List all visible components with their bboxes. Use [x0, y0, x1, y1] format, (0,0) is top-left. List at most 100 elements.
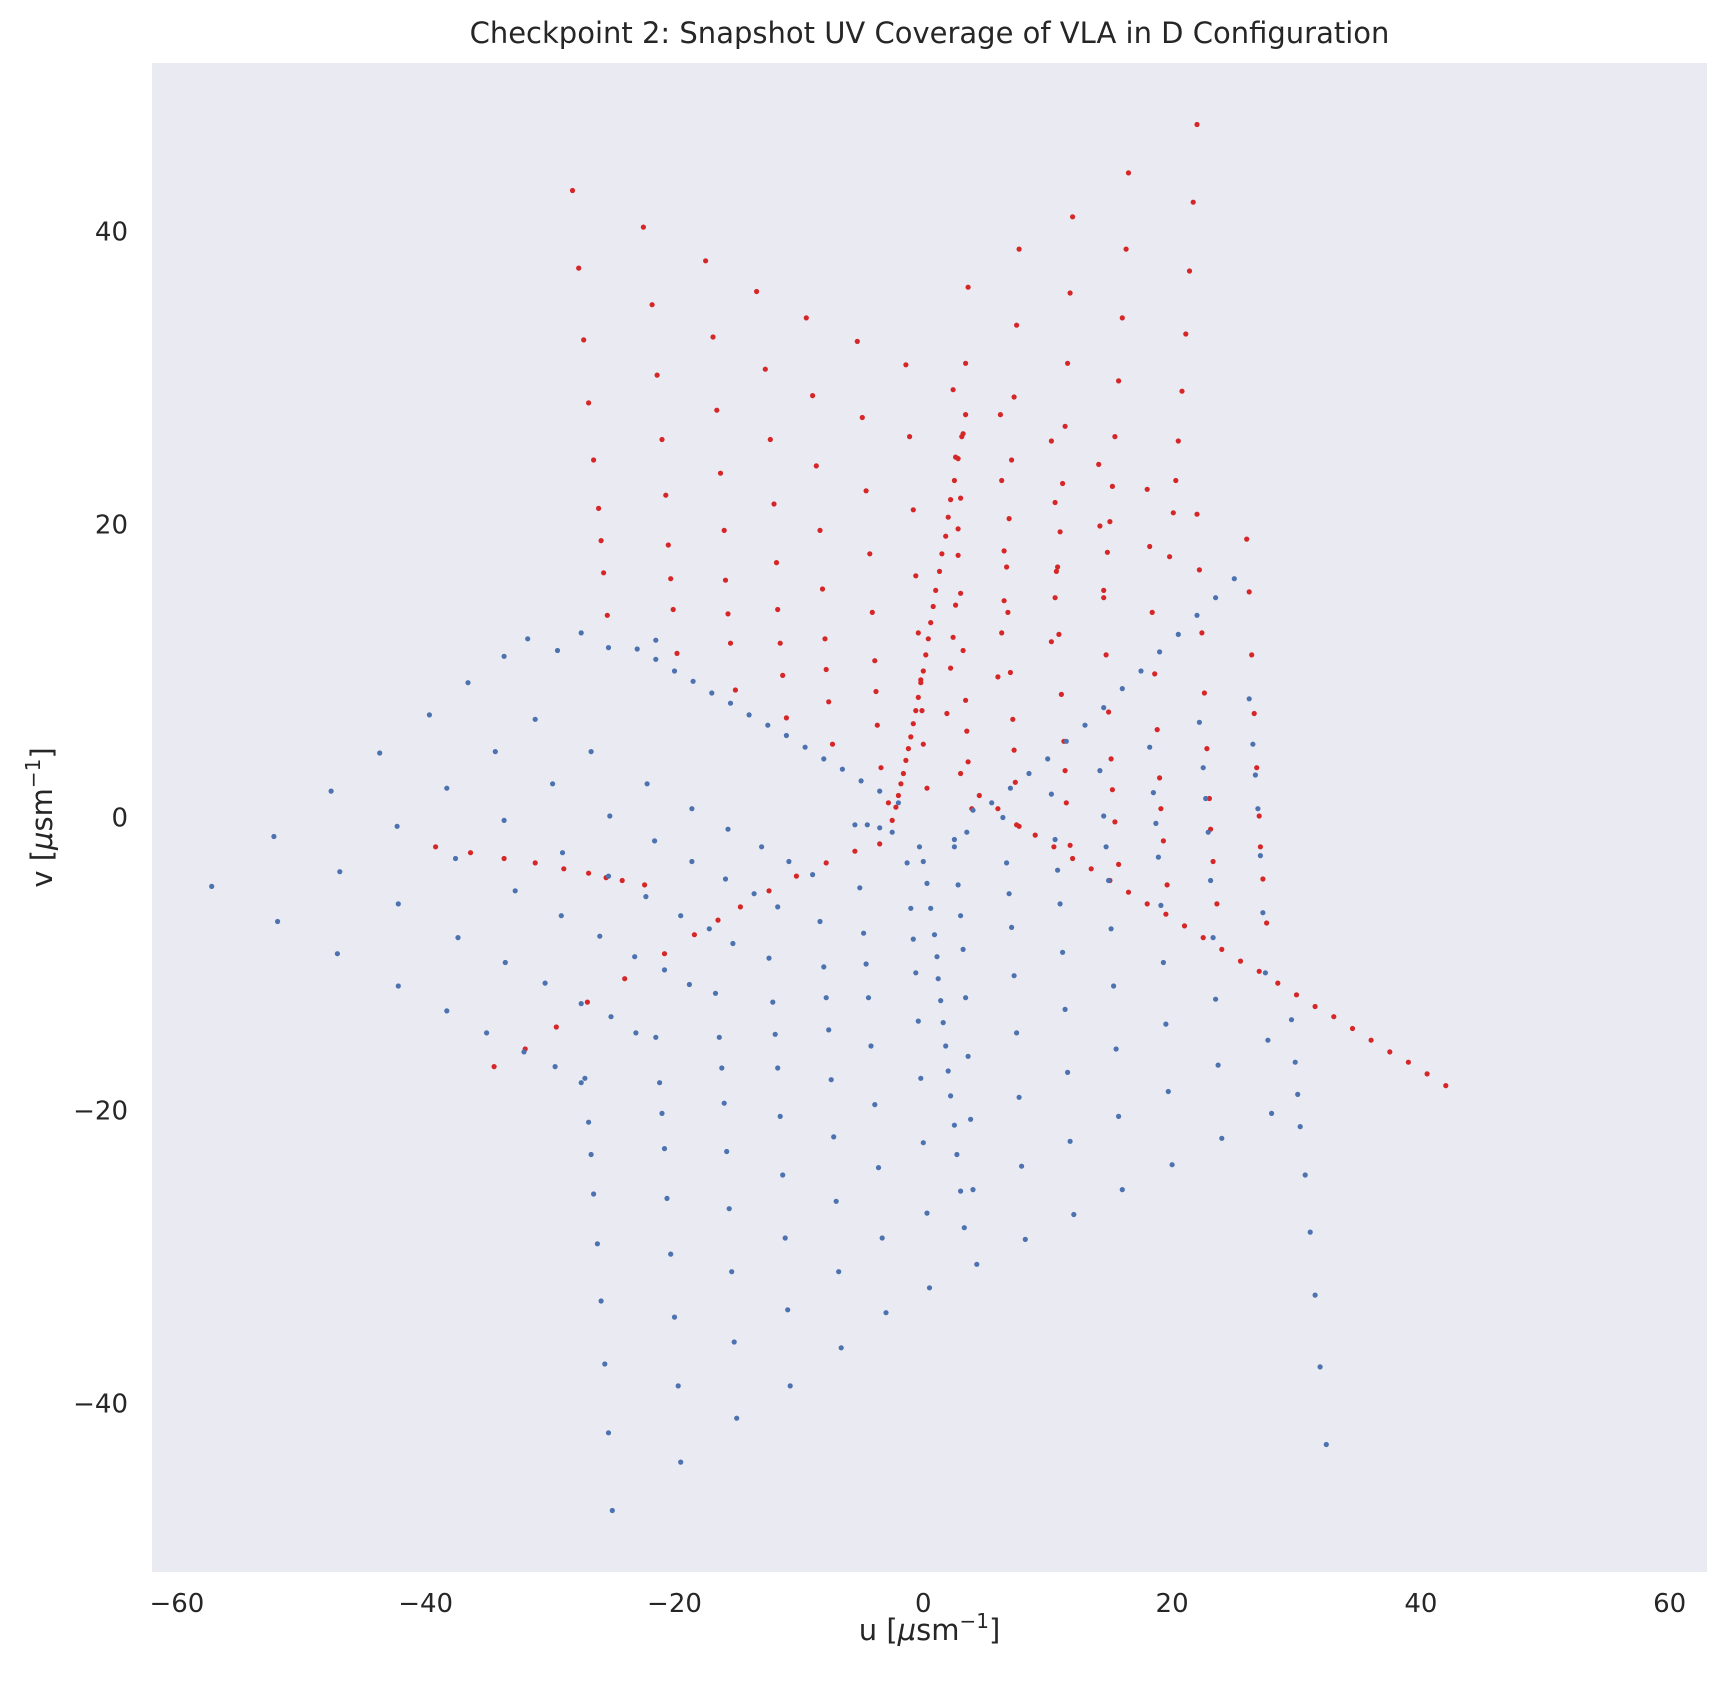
- scatter-point: [867, 551, 873, 557]
- scatter-point: [777, 640, 783, 646]
- scatter-point: [945, 1068, 951, 1074]
- scatter-point: [1244, 536, 1250, 542]
- scatter-point: [1292, 1059, 1298, 1065]
- scatter-point: [1210, 858, 1216, 865]
- scatter-point: [561, 866, 567, 872]
- scatter-point: [1004, 564, 1010, 570]
- scatter-point: [877, 788, 883, 794]
- scatter-point: [1204, 746, 1210, 752]
- scatter-point: [1000, 814, 1006, 821]
- scatter-point: [931, 932, 938, 938]
- scatter-point: [578, 1001, 584, 1007]
- scatter-point: [643, 894, 649, 900]
- scatter-point: [1014, 1030, 1020, 1036]
- scatter-point: [502, 959, 508, 966]
- scatter-point: [958, 495, 964, 501]
- scatter-point: [1164, 882, 1170, 888]
- scatter-point: [1101, 587, 1107, 594]
- scatter-point: [1058, 691, 1064, 698]
- scatter-point: [1111, 983, 1117, 989]
- scatter-point: [1368, 1037, 1374, 1043]
- scatter-point: [974, 1261, 980, 1267]
- scatter-point: [1250, 741, 1256, 747]
- scatter-point: [1269, 1110, 1275, 1116]
- scatter-point: [1312, 1292, 1318, 1298]
- scatter-point: [877, 825, 883, 831]
- scatter-point: [1070, 214, 1076, 220]
- scatter-point: [1424, 1071, 1430, 1077]
- scatter-point: [786, 858, 792, 865]
- scatter-point: [1256, 968, 1262, 974]
- scatter-point: [671, 668, 678, 674]
- scatter-point: [1214, 901, 1220, 907]
- scatter-point: [675, 1383, 681, 1389]
- scatter-point: [712, 990, 719, 996]
- scatter-point: [852, 822, 858, 828]
- scatter-point: [926, 1285, 933, 1291]
- scatter-point: [1006, 891, 1012, 897]
- scatter-point: [1246, 589, 1252, 595]
- scatter-point: [903, 757, 909, 764]
- scatter-point: [955, 882, 961, 888]
- scatter-point: [716, 1034, 722, 1040]
- scatter-point: [920, 1140, 926, 1146]
- scatter-point: [640, 224, 647, 230]
- scatter-point: [852, 848, 858, 854]
- scatter-point: [817, 918, 823, 925]
- scatter-point: [653, 637, 659, 643]
- scatter-point: [1006, 516, 1012, 522]
- scatter-point: [826, 1027, 832, 1033]
- scatter-point: [426, 712, 432, 718]
- scatter-point: [924, 785, 930, 791]
- scatter-point: [726, 1206, 732, 1212]
- scatter-point: [915, 694, 921, 701]
- scatter-point: [1065, 1069, 1071, 1075]
- scatter-point: [1112, 434, 1118, 440]
- scatter-point: [924, 880, 930, 887]
- y-tick-label: −40: [73, 1390, 128, 1420]
- scatter-point: [863, 961, 869, 967]
- scatter-point: [1116, 378, 1122, 384]
- scatter-point: [1048, 639, 1054, 645]
- scatter-point: [1323, 1441, 1329, 1448]
- scatter-point: [889, 829, 895, 835]
- scatter-point: [1257, 853, 1263, 859]
- scatter-point: [945, 514, 951, 520]
- scatter-point: [634, 646, 640, 652]
- scatter-point: [869, 609, 875, 616]
- scatter-point: [1237, 958, 1244, 964]
- scatter-point: [1196, 719, 1202, 725]
- scatter-point: [934, 954, 940, 960]
- scatter-point: [591, 457, 597, 463]
- scatter-point: [955, 456, 961, 462]
- scatter-point: [958, 1188, 964, 1194]
- scatter-point: [951, 844, 958, 850]
- scatter-point: [963, 360, 969, 366]
- scatter-point: [1103, 844, 1109, 850]
- scatter-point: [1116, 861, 1122, 868]
- scatter-point: [831, 1134, 837, 1140]
- scatter-point: [762, 366, 768, 372]
- y-axis-label-mu: μ: [25, 832, 59, 851]
- scatter-point: [999, 630, 1005, 636]
- scatter-point: [773, 560, 780, 566]
- scatter-point: [772, 1031, 778, 1037]
- scatter-point: [777, 1113, 783, 1119]
- scatter-point: [501, 817, 507, 824]
- scatter-point: [1196, 567, 1202, 573]
- scatter-point: [444, 1008, 450, 1014]
- scatter-point: [1144, 901, 1150, 907]
- scatter-point: [878, 765, 884, 771]
- scatter-point: [970, 807, 976, 813]
- scatter-point: [377, 750, 383, 756]
- scatter-point: [1157, 775, 1163, 781]
- scatter-point: [1014, 322, 1020, 328]
- x-tick-label: 0: [915, 1589, 932, 1619]
- scatter-point: [951, 1122, 958, 1128]
- scatter-point: [793, 873, 800, 879]
- scatter-point: [1175, 631, 1181, 638]
- scatter-point: [913, 708, 919, 714]
- scatter-point: [1165, 1088, 1171, 1095]
- scatter-point: [854, 338, 860, 344]
- scatter-point: [1011, 394, 1017, 400]
